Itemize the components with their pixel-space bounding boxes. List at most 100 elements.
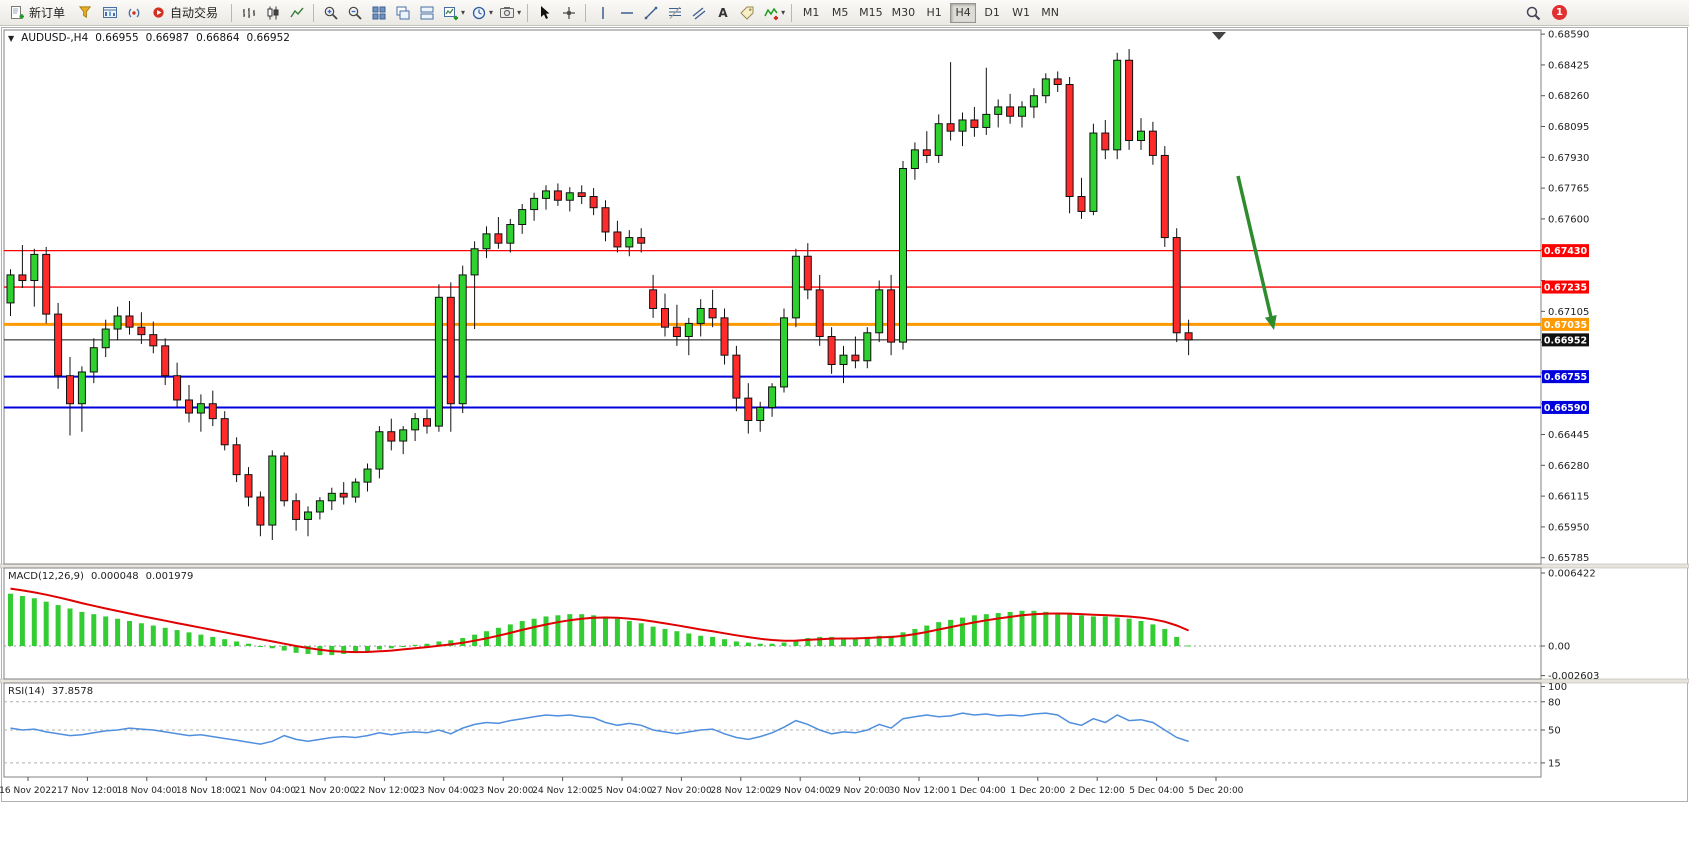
new-order-icon bbox=[11, 5, 24, 19]
arrange-windows-icon[interactable] bbox=[415, 2, 438, 24]
notification-badge[interactable]: 1 bbox=[1552, 5, 1567, 20]
hline-0.67035[interactable]: 0.67035 bbox=[4, 317, 1589, 331]
svg-text:23 Nov 20:00: 23 Nov 20:00 bbox=[473, 786, 534, 796]
svg-text:0.67105: 0.67105 bbox=[1548, 307, 1589, 318]
svg-text:21 Nov 20:00: 21 Nov 20:00 bbox=[295, 786, 356, 796]
timeframe-mn[interactable]: MN bbox=[1037, 3, 1063, 23]
alerts-icon[interactable] bbox=[74, 2, 97, 24]
chevron-down-icon[interactable]: ▾ bbox=[517, 8, 522, 17]
candlestick-chart-icon[interactable] bbox=[261, 2, 284, 24]
period-clock-icon[interactable] bbox=[467, 2, 490, 24]
svg-text:1 Dec 04:00: 1 Dec 04:00 bbox=[951, 786, 1006, 796]
auto-trading-button[interactable]: 自动交易 bbox=[146, 2, 226, 24]
svg-text:17 Nov 12:00: 17 Nov 12:00 bbox=[57, 786, 118, 796]
chevron-down-icon[interactable]: ▾ bbox=[461, 8, 466, 17]
template-snapshot-icon[interactable] bbox=[495, 2, 518, 24]
svg-text:0.68260: 0.68260 bbox=[1548, 91, 1589, 102]
current-price-line: 0.66952 bbox=[4, 333, 1589, 347]
svg-text:0.66952: 0.66952 bbox=[1544, 335, 1587, 346]
timeframe-m5[interactable]: M5 bbox=[827, 3, 853, 23]
svg-text:0.006422: 0.006422 bbox=[1548, 569, 1596, 580]
svg-text:0.68095: 0.68095 bbox=[1548, 122, 1589, 133]
svg-text:21 Nov 04:00: 21 Nov 04:00 bbox=[235, 786, 296, 796]
crosshair-icon[interactable] bbox=[557, 2, 580, 24]
horizontal-line-tool-icon[interactable] bbox=[615, 2, 638, 24]
svg-text:0.67765: 0.67765 bbox=[1548, 184, 1589, 195]
candles bbox=[6, 49, 1193, 540]
svg-text:18 Nov 18:00: 18 Nov 18:00 bbox=[176, 786, 237, 796]
svg-text:1 Dec 20:00: 1 Dec 20:00 bbox=[1010, 786, 1065, 796]
text-tool-icon[interactable]: A bbox=[711, 2, 734, 24]
svg-text:28 Nov 12:00: 28 Nov 12:00 bbox=[710, 786, 771, 796]
svg-text:2 Dec 12:00: 2 Dec 12:00 bbox=[1070, 786, 1125, 796]
chart-canvas[interactable]: 0.68590 0.68425 0.68260 0.68095 0.67930 0.677… bbox=[0, 26, 1689, 863]
svg-text:-0.002603: -0.002603 bbox=[1548, 671, 1599, 682]
chart-shift-marker[interactable] bbox=[1212, 32, 1226, 40]
svg-text:0.66445: 0.66445 bbox=[1548, 430, 1589, 441]
rsi-indicator bbox=[4, 701, 1541, 764]
main-pane[interactable] bbox=[3, 29, 1542, 565]
hline-0.67235[interactable]: 0.67235 bbox=[4, 280, 1589, 294]
chevron-down-icon[interactable]: ▾ bbox=[781, 8, 786, 17]
search-icon[interactable] bbox=[1521, 2, 1544, 24]
trendline-tool-icon[interactable] bbox=[639, 2, 662, 24]
separator bbox=[313, 3, 315, 22]
new-order-button[interactable]: 新订单 bbox=[4, 2, 73, 24]
trend-arrow[interactable] bbox=[1236, 175, 1277, 330]
channel-tool-icon[interactable] bbox=[687, 2, 710, 24]
new-chart-icon[interactable] bbox=[439, 2, 462, 24]
market-watch-icon[interactable] bbox=[98, 2, 121, 24]
chevron-down-icon[interactable]: ▾ bbox=[489, 8, 494, 17]
pane-splitter[interactable] bbox=[0, 563, 1689, 569]
svg-text:0.67035: 0.67035 bbox=[1544, 320, 1587, 331]
separator bbox=[231, 3, 233, 22]
macd-axis[interactable]: 0.006422 0.00 -0.002603 bbox=[1541, 569, 1599, 683]
line-chart-icon[interactable] bbox=[285, 2, 308, 24]
svg-text:0.66115: 0.66115 bbox=[1548, 492, 1589, 503]
rsi-axis[interactable]: 100 80 50 15 bbox=[1541, 682, 1567, 769]
label-tool-icon[interactable] bbox=[735, 2, 758, 24]
svg-text:0.68425: 0.68425 bbox=[1548, 60, 1589, 71]
auto-trading-icon bbox=[153, 7, 164, 18]
svg-text:0.67600: 0.67600 bbox=[1548, 214, 1589, 225]
timeframe-w1[interactable]: W1 bbox=[1008, 3, 1034, 23]
vertical-line-tool-icon[interactable] bbox=[591, 2, 614, 24]
timeframe-m1[interactable]: M1 bbox=[798, 3, 824, 23]
svg-text:0.68590: 0.68590 bbox=[1548, 30, 1589, 41]
svg-text:15: 15 bbox=[1548, 758, 1561, 769]
separator bbox=[585, 3, 587, 22]
hline-0.66755[interactable]: 0.66755 bbox=[4, 370, 1589, 384]
svg-text:27 Nov 20:00: 27 Nov 20:00 bbox=[651, 786, 712, 796]
cascade-windows-icon[interactable] bbox=[391, 2, 414, 24]
separator bbox=[527, 3, 529, 22]
svg-text:100: 100 bbox=[1548, 682, 1567, 693]
timeframe-m15[interactable]: M15 bbox=[856, 3, 886, 23]
bar-chart-icon[interactable] bbox=[237, 2, 260, 24]
signals-icon[interactable] bbox=[122, 2, 145, 24]
separator bbox=[791, 3, 793, 22]
cursor-icon[interactable] bbox=[533, 2, 556, 24]
indicators-icon[interactable] bbox=[759, 2, 782, 24]
svg-text:50: 50 bbox=[1548, 726, 1561, 737]
timeframe-h1[interactable]: H1 bbox=[921, 3, 947, 23]
svg-text:0.00: 0.00 bbox=[1548, 642, 1570, 653]
svg-text:0.67235: 0.67235 bbox=[1544, 283, 1587, 294]
macd-pane[interactable] bbox=[3, 567, 1542, 680]
timeframe-d1[interactable]: D1 bbox=[979, 3, 1005, 23]
hline-0.67430[interactable]: 0.67430 bbox=[4, 244, 1589, 258]
svg-text:0.65785: 0.65785 bbox=[1548, 553, 1589, 564]
svg-text:0.66590: 0.66590 bbox=[1544, 403, 1588, 414]
svg-text:29 Nov 20:00: 29 Nov 20:00 bbox=[829, 786, 890, 796]
timeframe-h4[interactable]: H4 bbox=[950, 2, 977, 23]
timeframe-m30[interactable]: M30 bbox=[889, 3, 919, 23]
price-axis[interactable]: 0.68590 0.68425 0.68260 0.68095 0.67930 0.677… bbox=[1541, 30, 1589, 565]
pane-splitter[interactable] bbox=[0, 678, 1689, 684]
fibonacci-tool-icon[interactable] bbox=[663, 2, 686, 24]
svg-text:22 Nov 12:00: 22 Nov 12:00 bbox=[354, 786, 415, 796]
zoom-in-icon[interactable] bbox=[319, 2, 342, 24]
chart-window: 0.68590 0.68425 0.68260 0.68095 0.67930 0.677… bbox=[0, 26, 1689, 863]
tile-windows-icon[interactable] bbox=[367, 2, 390, 24]
svg-text:0.66280: 0.66280 bbox=[1548, 461, 1589, 472]
zoom-out-icon[interactable] bbox=[343, 2, 366, 24]
